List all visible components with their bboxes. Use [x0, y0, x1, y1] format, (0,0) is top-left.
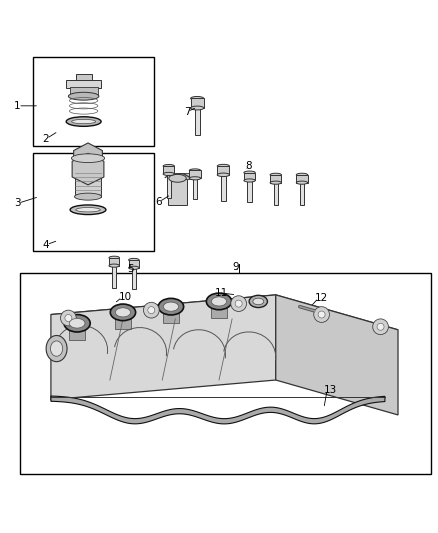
Text: 3: 3	[14, 198, 21, 208]
Circle shape	[144, 302, 159, 318]
Ellipse shape	[109, 264, 120, 267]
Ellipse shape	[244, 171, 255, 174]
Polygon shape	[51, 396, 385, 424]
Bar	[189, 171, 201, 179]
Bar	[300, 183, 304, 205]
Bar	[66, 79, 101, 88]
Ellipse shape	[115, 308, 131, 317]
Text: 7: 7	[184, 107, 191, 117]
Ellipse shape	[46, 335, 67, 362]
Ellipse shape	[296, 173, 307, 176]
Text: 1: 1	[14, 101, 21, 111]
Bar	[33, 153, 153, 251]
Ellipse shape	[66, 117, 101, 126]
Circle shape	[148, 306, 155, 313]
Bar	[194, 108, 200, 135]
Ellipse shape	[217, 173, 230, 176]
Ellipse shape	[64, 314, 90, 332]
Ellipse shape	[169, 174, 186, 182]
Ellipse shape	[72, 119, 95, 124]
Bar	[244, 173, 255, 181]
Bar	[212, 302, 226, 318]
Ellipse shape	[71, 154, 105, 163]
Ellipse shape	[129, 266, 139, 269]
Polygon shape	[51, 295, 398, 350]
Ellipse shape	[129, 259, 139, 262]
Text: 11: 11	[215, 288, 228, 298]
Ellipse shape	[50, 341, 63, 356]
Bar	[193, 179, 197, 199]
Bar	[270, 175, 282, 183]
Bar	[175, 173, 193, 179]
Ellipse shape	[70, 205, 106, 215]
Ellipse shape	[69, 318, 85, 328]
Ellipse shape	[253, 298, 264, 305]
Circle shape	[318, 311, 325, 318]
Bar	[69, 323, 85, 340]
Bar	[115, 312, 131, 329]
Bar	[191, 99, 204, 108]
Polygon shape	[51, 295, 276, 400]
Text: 9: 9	[232, 262, 239, 271]
Bar	[163, 166, 174, 174]
Circle shape	[314, 306, 329, 322]
Ellipse shape	[191, 96, 204, 100]
Ellipse shape	[217, 164, 230, 168]
Polygon shape	[276, 295, 398, 415]
Bar	[166, 174, 171, 198]
Circle shape	[377, 323, 384, 330]
Ellipse shape	[158, 298, 184, 315]
Ellipse shape	[189, 169, 201, 172]
Bar	[247, 181, 252, 203]
Bar	[217, 166, 230, 175]
Ellipse shape	[76, 207, 100, 212]
Ellipse shape	[249, 295, 268, 308]
Ellipse shape	[110, 304, 136, 321]
Text: 8: 8	[245, 161, 252, 171]
Ellipse shape	[109, 256, 120, 260]
Text: 6: 6	[155, 197, 162, 207]
Bar	[129, 260, 139, 268]
Bar	[75, 168, 101, 197]
Circle shape	[65, 314, 72, 321]
Ellipse shape	[270, 181, 282, 184]
Text: 4: 4	[42, 240, 49, 249]
Bar	[109, 258, 120, 265]
Ellipse shape	[189, 177, 201, 180]
Bar	[221, 175, 226, 201]
Ellipse shape	[212, 297, 226, 306]
Circle shape	[373, 319, 389, 335]
Circle shape	[60, 310, 76, 326]
Ellipse shape	[163, 172, 174, 175]
Ellipse shape	[206, 293, 232, 310]
Circle shape	[235, 300, 242, 307]
Bar	[33, 57, 153, 147]
Text: 5: 5	[127, 264, 134, 273]
Bar	[76, 74, 92, 81]
Ellipse shape	[74, 193, 102, 200]
Bar	[132, 268, 136, 289]
Polygon shape	[74, 143, 102, 174]
Ellipse shape	[244, 179, 255, 182]
Text: 12: 12	[315, 293, 328, 303]
Polygon shape	[72, 154, 104, 185]
Bar	[20, 273, 431, 474]
Bar	[296, 175, 307, 183]
Ellipse shape	[163, 302, 179, 311]
Bar	[168, 179, 187, 205]
Ellipse shape	[296, 181, 307, 184]
Ellipse shape	[270, 173, 282, 176]
Bar	[274, 183, 278, 205]
Ellipse shape	[68, 92, 99, 100]
Bar	[163, 306, 179, 323]
Ellipse shape	[163, 165, 174, 168]
Bar	[112, 265, 116, 288]
Circle shape	[231, 296, 247, 311]
Text: 10: 10	[119, 292, 132, 302]
Ellipse shape	[191, 106, 204, 110]
Text: 2: 2	[42, 134, 49, 143]
Bar	[70, 87, 98, 95]
Text: 13: 13	[324, 385, 337, 394]
